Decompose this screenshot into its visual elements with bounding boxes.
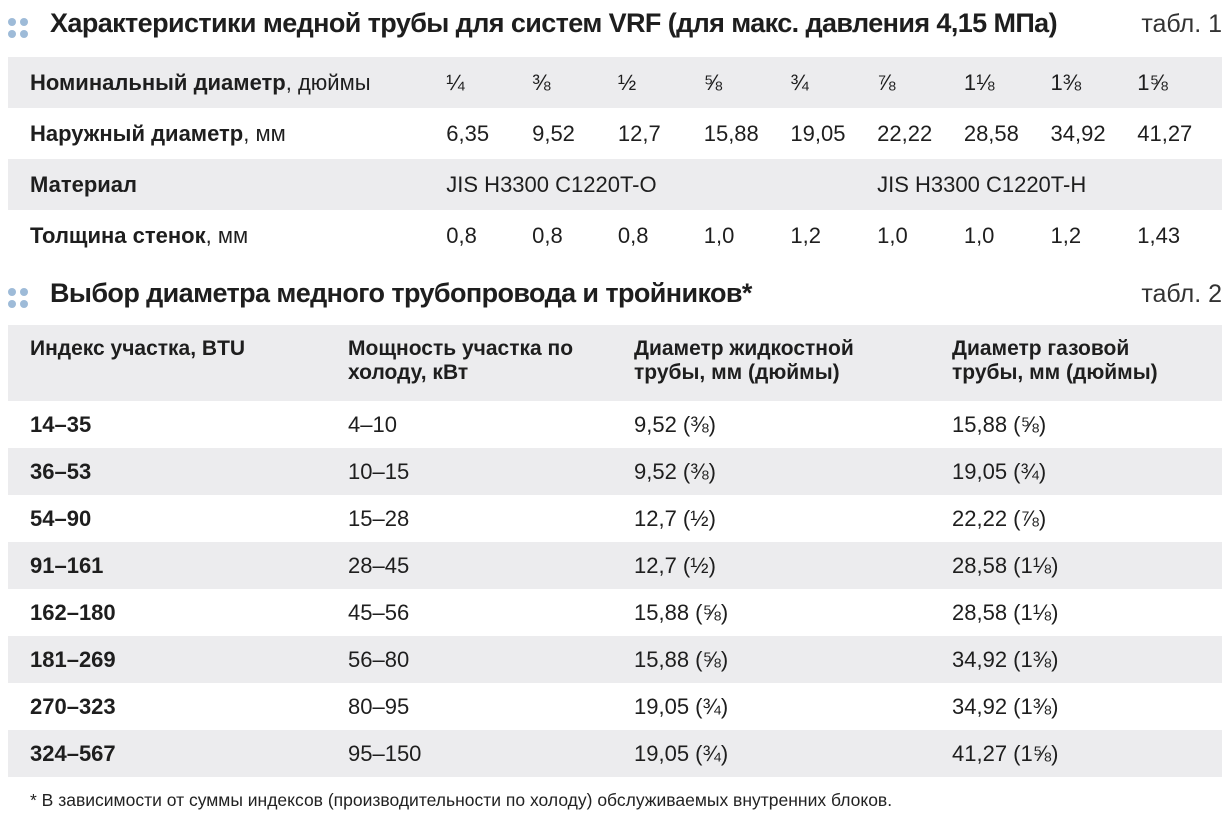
table2-number: табл. 2 (1141, 280, 1222, 308)
column-header: Диаметр жидкостной трубы, мм (дюймы) (634, 325, 952, 401)
table-cell: 162–180 (30, 599, 116, 625)
row-label: Толщина стенок (30, 222, 206, 248)
table-cell: 54–90 (30, 505, 92, 531)
table-cell: 41,27 (1⅝) (952, 730, 1222, 777)
table-cell: 19,05 (¾) (634, 730, 952, 777)
table-cell: 9,52 (⅜) (634, 411, 716, 437)
table-cell: ⅜ (530, 57, 616, 108)
table-cell: 15,88 (⅝) (952, 411, 1047, 437)
table-cell: 0,8 (446, 222, 477, 248)
table-cell: 12,7 (½) (634, 505, 716, 531)
table1-number: табл. 1 (1141, 10, 1222, 38)
table-row: 162–180 45–56 15,88 (⅝) 28,58 (1⅛) (8, 589, 1222, 636)
table-cell: 41,27 (1137, 120, 1193, 146)
table1-header: Характеристики медной трубы для систем V… (0, 0, 1230, 50)
table-row: Наружный диаметр, мм 6,35 9,52 12,7 15,8… (8, 108, 1222, 159)
table-cell: 12,7 (½) (634, 542, 952, 589)
table-cell: ⅞ (875, 57, 962, 108)
table-cell: 1,0 (703, 222, 735, 248)
row-unit: , дюймы (285, 69, 371, 95)
row-label: Наружный диаметр (30, 120, 244, 146)
table-cell: ¾ (788, 57, 876, 108)
table-cell: 28,58 (1⅛) (952, 599, 1059, 625)
table-cell: 1,2 (790, 222, 822, 248)
table-cell: 0,8 (617, 222, 649, 248)
table-cell: 1,0 (963, 222, 995, 248)
row-label: Материал (30, 171, 138, 197)
table-cell: 9,52 (532, 120, 575, 146)
bullet-dots-icon (8, 18, 30, 40)
table-row: Номинальный диаметр, дюймы ¼ ⅜ ½ ⅝ ¾ ⅞ 1… (8, 57, 1222, 108)
bullet-dots-icon (8, 288, 30, 310)
table-cell: 56–80 (348, 636, 634, 683)
table-cell: 1⅛ (961, 57, 1049, 108)
table-row: 270–323 80–95 19,05 (¾) 34,92 (1⅜) (8, 683, 1222, 730)
table-row: 324–567 95–150 19,05 (¾) 41,27 (1⅝) (8, 730, 1222, 777)
table-cell: 34,92 (1050, 120, 1106, 146)
table-cell: 1,0 (877, 222, 908, 248)
table-cell: 181–269 (8, 636, 348, 683)
footnote: * В зависимости от суммы индексов (произ… (30, 790, 893, 810)
table-cell: 28–45 (348, 542, 634, 589)
table-cell: 36–53 (8, 448, 348, 495)
column-header: Индекс участка, BTU (8, 325, 348, 401)
table2-header: Выбор диаметра медного трубопровода и тр… (0, 270, 1230, 320)
table-cell: 270–323 (30, 693, 116, 719)
table-cell: 34,92 (1⅜) (952, 636, 1222, 683)
table-row: 14–35 4–10 9,52 (⅜) 15,88 (⅝) (8, 401, 1222, 448)
table-cell: 9,52 (⅜) (634, 448, 952, 495)
table-header-row: Индекс участка, BTU Мощность участка по … (8, 325, 1222, 401)
table-row: 36–53 10–15 9,52 (⅜) 19,05 (¾) (8, 448, 1222, 495)
table-cell: 10–15 (348, 448, 634, 495)
table-cell: 324–567 (8, 730, 348, 777)
table-cell: JIS H3300 C1220T-H (875, 159, 1222, 210)
column-header: Диаметр газовой трубы, мм (дюймы) (952, 325, 1222, 401)
table-cell: 1,43 (1137, 222, 1181, 248)
row-unit: , мм (205, 222, 249, 248)
table-cell: 0,8 (532, 222, 563, 248)
table2-title: Выбор диаметра медного трубопровода и тр… (50, 278, 752, 308)
table-cell: 91–161 (8, 542, 348, 589)
table-cell: ½ (615, 57, 702, 108)
table-cell: 14–35 (30, 411, 92, 437)
table-cell: 1,2 (1050, 222, 1082, 248)
table-cell: JIS H3300 C1220T-O (444, 159, 876, 210)
table-row: 54–90 15–28 12,7 (½) 22,22 (⅞) (8, 495, 1222, 542)
table-cell: 34,92 (1⅜) (952, 693, 1059, 719)
table-cell: 22,22 (877, 120, 933, 146)
table-cell: 1⅜ (1048, 57, 1136, 108)
table1-title: Характеристики медной трубы для систем V… (50, 8, 1058, 38)
row-label: Номинальный диаметр (30, 69, 286, 95)
table-row: Толщина стенок, мм 0,8 0,8 0,8 1,0 1,2 1… (8, 210, 1222, 261)
table-cell: 15,88 (⅝) (634, 599, 729, 625)
table-cell: 15–28 (348, 505, 410, 531)
table-cell: 1⅝ (1135, 57, 1222, 108)
table-row: 91–161 28–45 12,7 (½) 28,58 (1⅛) (8, 542, 1222, 589)
table-cell: 4–10 (348, 411, 397, 437)
table-cell: 28,58 (1⅛) (952, 542, 1222, 589)
table-cell: 28,58 (963, 120, 1019, 146)
table-cell: 80–95 (348, 693, 410, 719)
pipe-characteristics-table: Номинальный диаметр, дюймы ¼ ⅜ ½ ⅝ ¾ ⅞ 1… (8, 57, 1222, 261)
table-cell: 45–56 (348, 599, 410, 625)
table-cell: 19,05 (¾) (952, 448, 1222, 495)
table-cell: 6,35 (446, 120, 490, 146)
table-cell: 22,22 (⅞) (952, 505, 1047, 531)
table-row: Материал JIS H3300 C1220T-O JIS H3300 C1… (8, 159, 1222, 210)
table-cell: ⅝ (701, 57, 789, 108)
table-cell: 19,05 (¾) (634, 693, 729, 719)
table-cell: 15,88 (703, 120, 759, 146)
table-cell: 12,7 (617, 120, 661, 146)
table-row: 181–269 56–80 15,88 (⅝) 34,92 (1⅜) (8, 636, 1222, 683)
table-cell: 15,88 (⅝) (634, 636, 952, 683)
row-unit: , мм (243, 120, 286, 146)
table-cell: 19,05 (790, 120, 846, 146)
table-cell: 95–150 (348, 730, 634, 777)
diameter-selection-table: Индекс участка, BTU Мощность участка по … (8, 325, 1222, 777)
column-header: Мощность участка по холоду, кВт (348, 325, 634, 401)
table-cell: ¼ (444, 57, 531, 108)
